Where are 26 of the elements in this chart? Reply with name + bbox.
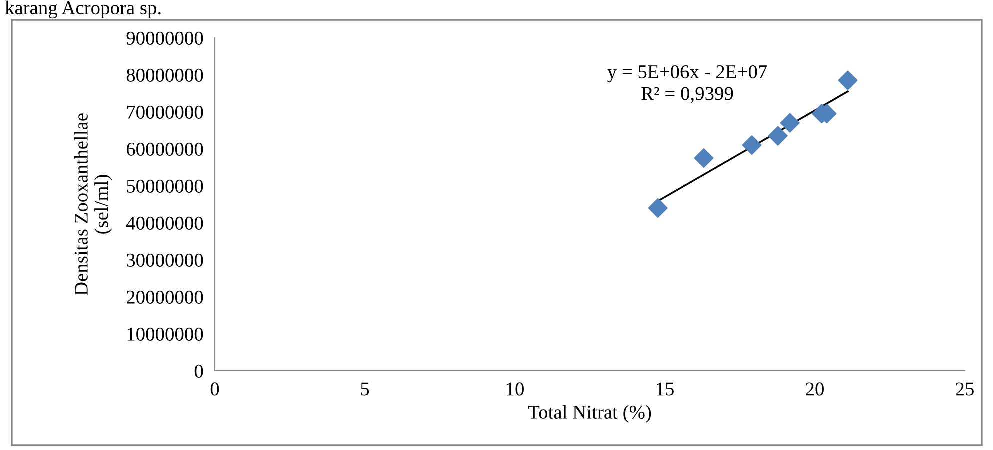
point bbox=[694, 148, 714, 168]
x-tick-label: 0 bbox=[210, 382, 220, 396]
y-tick-label: 20000000 bbox=[126, 290, 204, 304]
text: karang Acropora sp. bbox=[5, 0, 161, 19]
y-tick-label: 80000000 bbox=[126, 68, 204, 82]
point bbox=[838, 70, 858, 90]
x-tick-label: 25 bbox=[956, 382, 974, 396]
y-tick-label: 30000000 bbox=[127, 254, 204, 267]
y-tick-label: 40000000 bbox=[126, 216, 204, 230]
point bbox=[768, 126, 788, 146]
x-tick-label: 20 bbox=[806, 382, 824, 396]
x-tick-label: 10 bbox=[506, 382, 524, 396]
y-tick-label: 0 bbox=[194, 364, 204, 378]
annotation: y = 5E+06x - 2E+07 R² = 0,9399 bbox=[608, 65, 768, 104]
y-tick-label: 60000000 bbox=[126, 142, 204, 156]
x-axis-title: Total Nitrat (%) bbox=[528, 405, 652, 423]
y-axis-title: Densitas Zooxanthellae (sel/ml) bbox=[74, 114, 112, 296]
x-tick-label: 15 bbox=[656, 382, 674, 396]
y-tick-label: 10000000 bbox=[128, 328, 204, 341]
point bbox=[742, 136, 762, 156]
y-tick-label: 90000000 bbox=[126, 32, 204, 45]
y-tick-label: 50000000 bbox=[127, 180, 204, 193]
point bbox=[648, 198, 668, 218]
point bbox=[780, 113, 800, 133]
x-tick-label: 5 bbox=[361, 382, 370, 396]
y-tick-label: 70000000 bbox=[127, 106, 204, 119]
